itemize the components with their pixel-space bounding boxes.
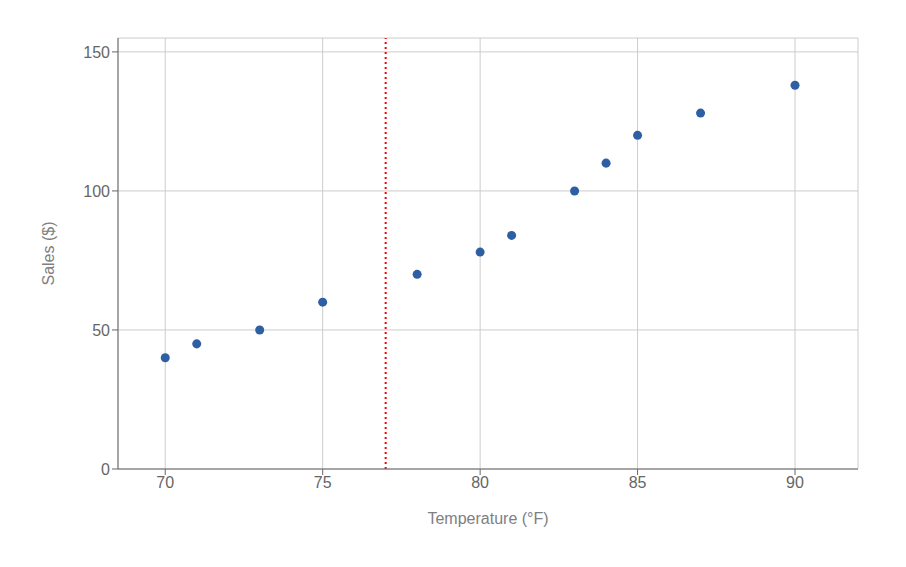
svg-text:90: 90 [786,474,804,491]
svg-text:80: 80 [471,474,489,491]
svg-text:0: 0 [101,461,110,478]
svg-text:150: 150 [83,44,110,61]
svg-text:100: 100 [83,183,110,200]
svg-text:50: 50 [92,322,110,339]
svg-text:Temperature (°F): Temperature (°F) [427,510,548,527]
svg-text:70: 70 [156,474,174,491]
svg-text:75: 75 [314,474,332,491]
svg-text:Sales ($): Sales ($) [40,221,57,285]
svg-text:85: 85 [629,474,647,491]
